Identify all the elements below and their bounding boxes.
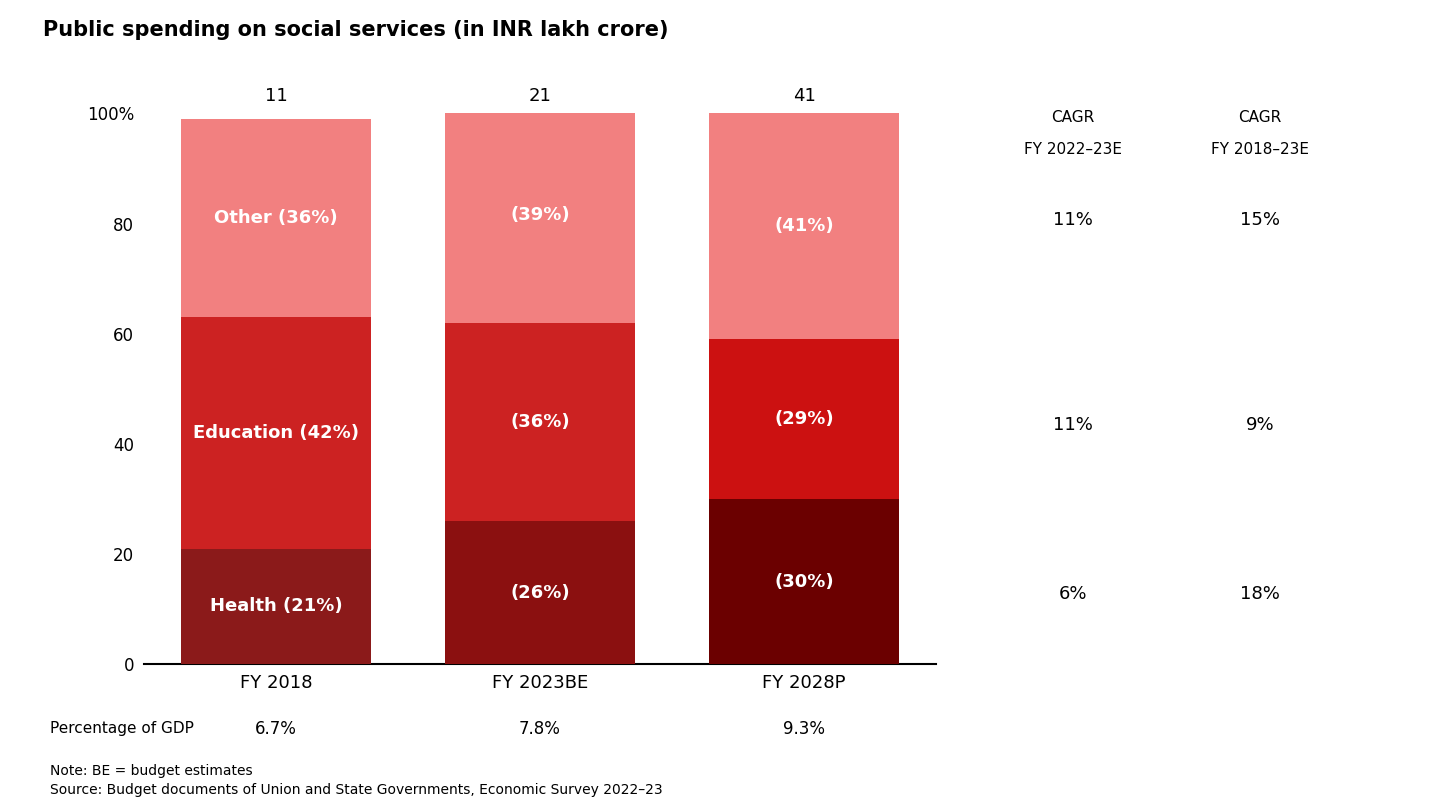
Text: 15%: 15% (1240, 211, 1280, 229)
Text: 18%: 18% (1240, 585, 1280, 603)
Text: (30%): (30%) (775, 573, 834, 590)
Text: 7.8%: 7.8% (518, 720, 562, 738)
Text: 9%: 9% (1246, 416, 1274, 433)
Text: Education (42%): Education (42%) (193, 424, 359, 442)
Text: (39%): (39%) (510, 207, 570, 224)
Text: 6%: 6% (1058, 585, 1087, 603)
Text: Source: Budget documents of Union and State Governments, Economic Survey 2022–23: Source: Budget documents of Union and St… (50, 782, 662, 797)
Text: Percentage of GDP: Percentage of GDP (50, 722, 194, 736)
Text: 21: 21 (528, 87, 552, 105)
Text: Public spending on social services (in INR lakh crore): Public spending on social services (in I… (43, 20, 668, 40)
Bar (181, 548, 372, 664)
Text: 41: 41 (792, 87, 815, 105)
Text: 6.7%: 6.7% (255, 720, 297, 738)
Bar (708, 113, 899, 339)
Text: FY 2018–23E: FY 2018–23E (1211, 143, 1309, 157)
Bar (445, 108, 635, 322)
Text: Note: BE = budget estimates: Note: BE = budget estimates (50, 764, 253, 778)
Text: (29%): (29%) (775, 410, 834, 428)
Text: 11%: 11% (1053, 211, 1093, 229)
Bar (181, 119, 372, 318)
Bar (708, 499, 899, 664)
Text: 9.3%: 9.3% (783, 720, 825, 738)
Text: (26%): (26%) (510, 583, 570, 602)
Text: FY 2022–23E: FY 2022–23E (1024, 143, 1122, 157)
Bar (708, 339, 899, 499)
Bar (445, 322, 635, 521)
Text: CAGR: CAGR (1051, 110, 1094, 125)
Bar (445, 521, 635, 664)
Text: 11%: 11% (1053, 416, 1093, 433)
Text: Other (36%): Other (36%) (215, 209, 338, 227)
Text: (41%): (41%) (775, 217, 834, 236)
Text: (36%): (36%) (510, 413, 570, 431)
Text: 11: 11 (265, 87, 288, 105)
Text: Health (21%): Health (21%) (210, 597, 343, 616)
Bar (181, 318, 372, 548)
Text: CAGR: CAGR (1238, 110, 1282, 125)
